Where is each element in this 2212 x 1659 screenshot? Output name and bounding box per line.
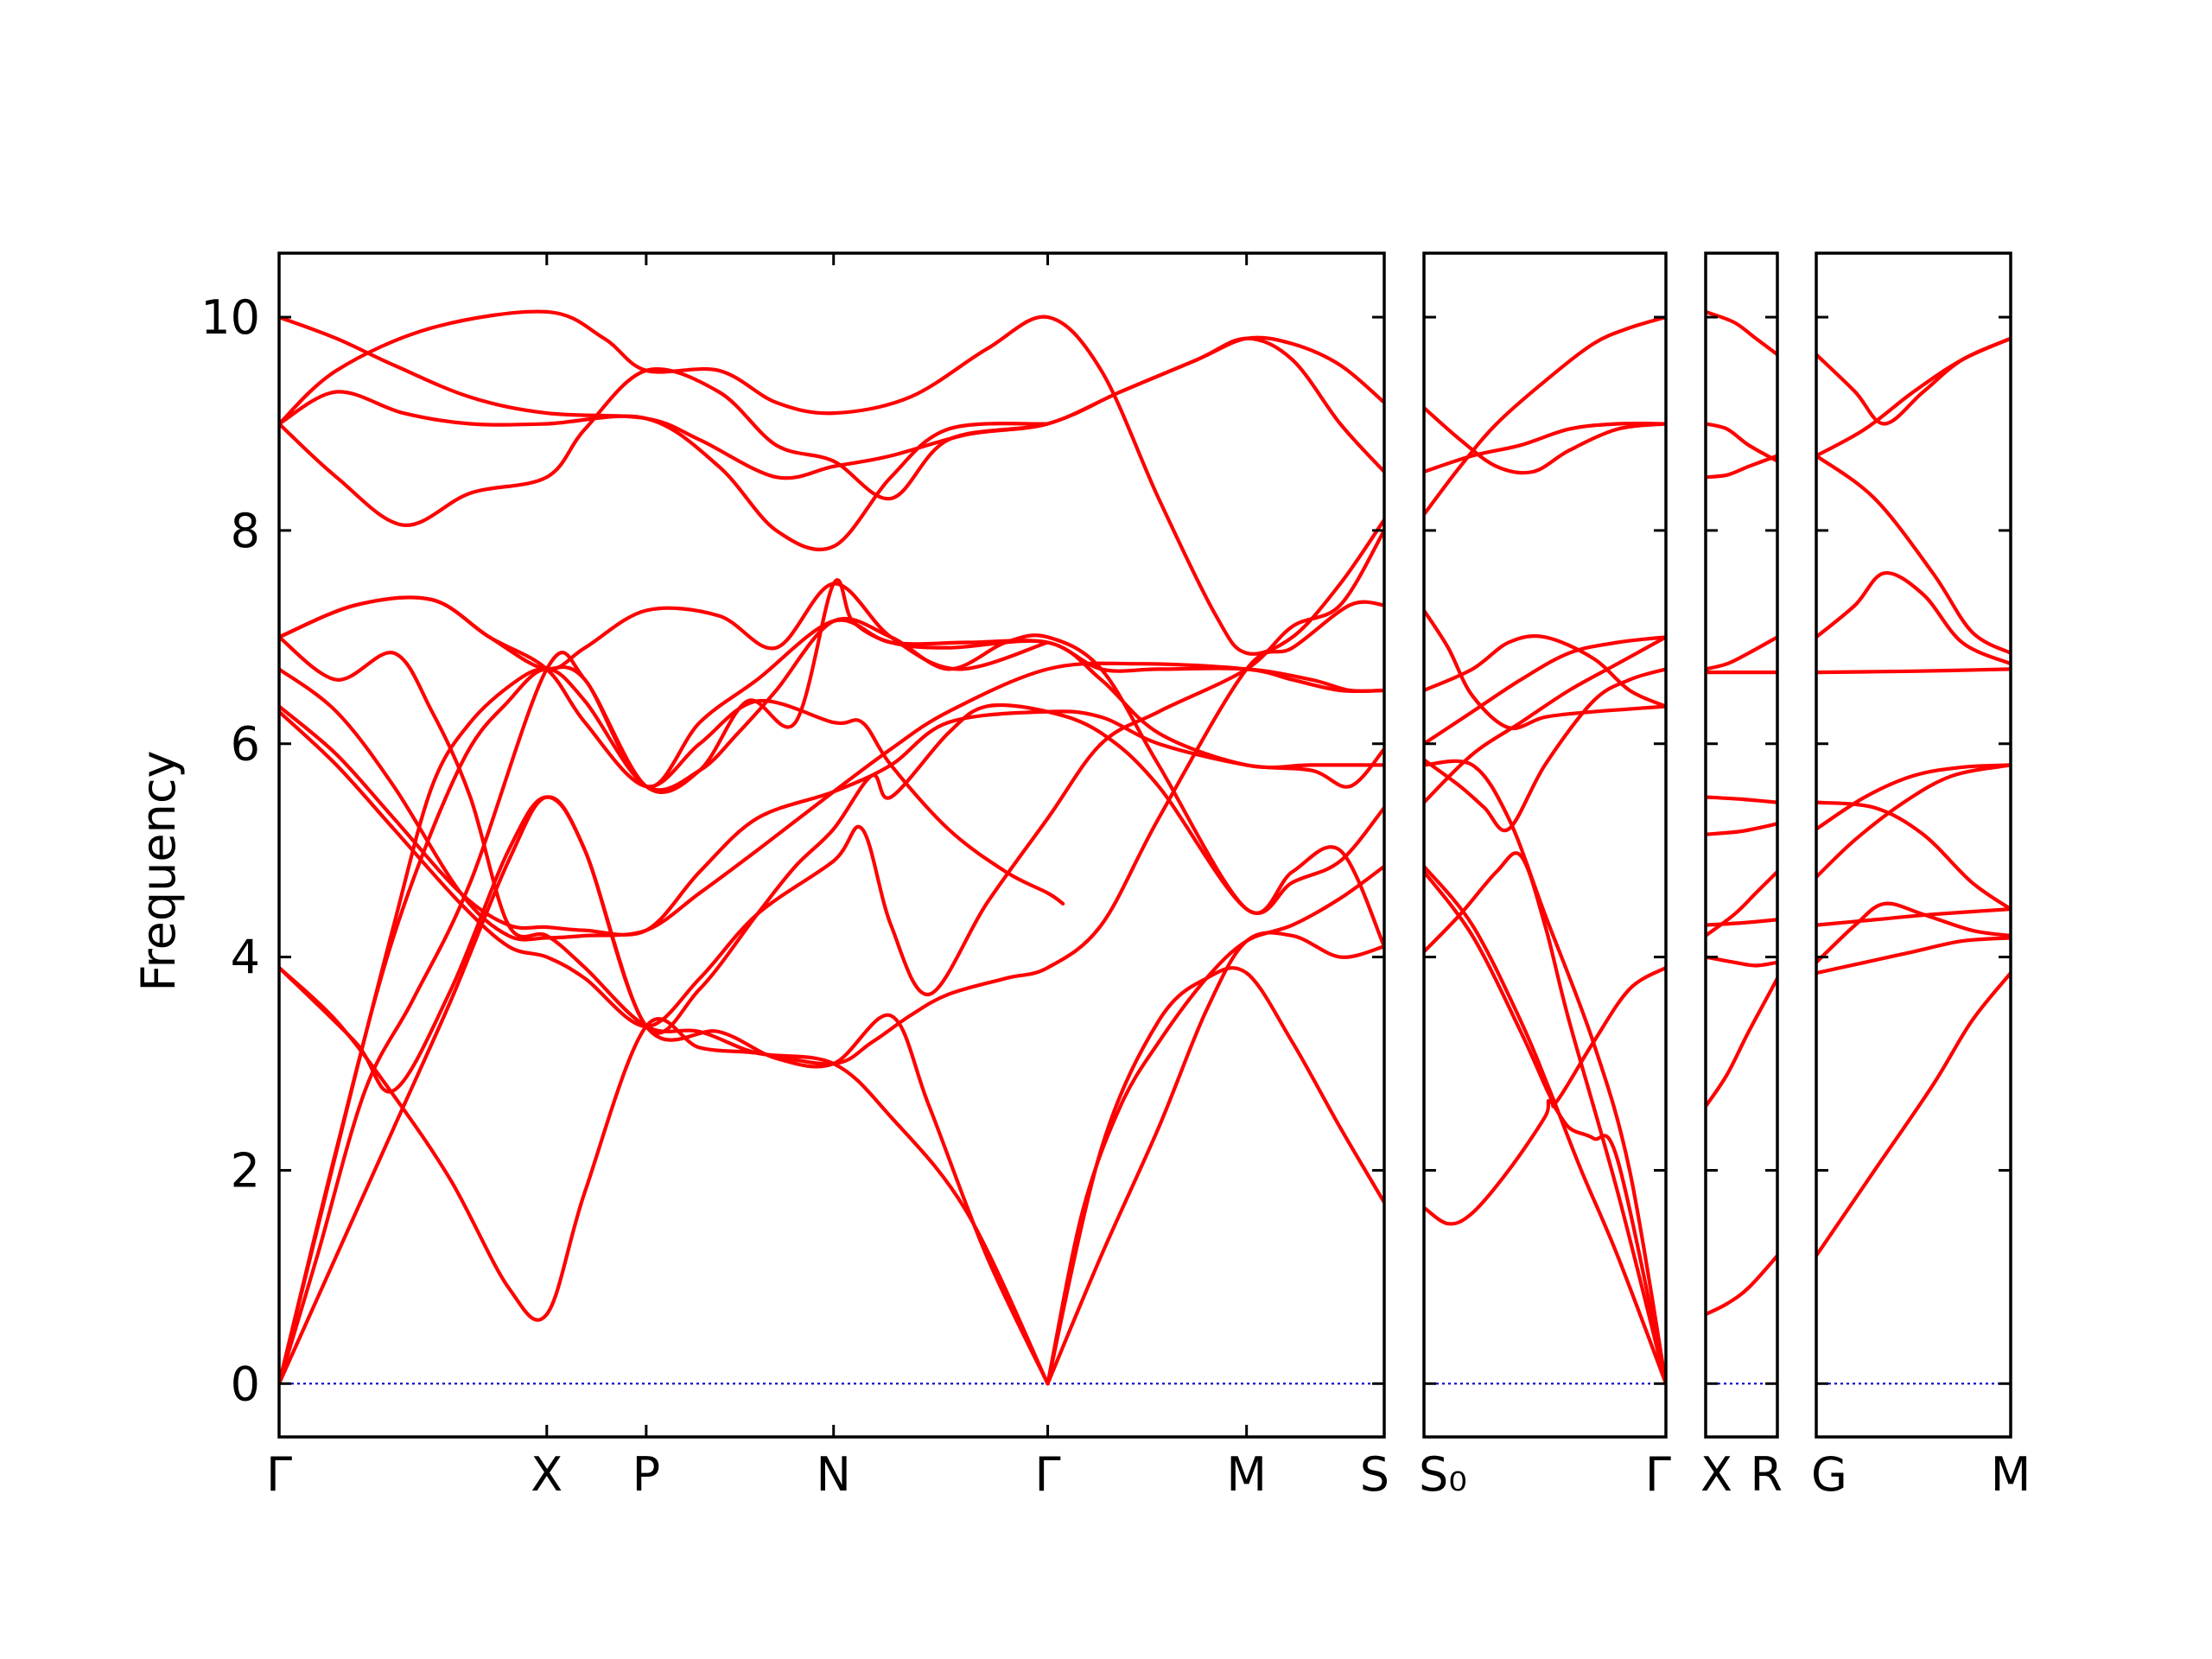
band-line xyxy=(1706,1254,1777,1317)
x-tick-label: S xyxy=(1360,1447,1389,1502)
band-line xyxy=(1046,931,1384,1386)
band-line xyxy=(1424,759,1666,1386)
x-tick-label: Γ xyxy=(1645,1447,1671,1502)
y-tick-label: 4 xyxy=(231,931,260,985)
band-line xyxy=(279,315,1384,480)
band-line xyxy=(1424,405,1666,475)
band-line xyxy=(1816,907,2011,927)
band-line xyxy=(1816,667,2011,675)
x-tick-label: G xyxy=(1811,1447,1847,1502)
band-line xyxy=(1424,608,1666,731)
band-line xyxy=(1816,800,2011,912)
x-tick-label: R xyxy=(1750,1447,1783,1502)
x-tick-label: S₀ xyxy=(1419,1447,1467,1502)
band-line xyxy=(1424,667,1666,833)
x-tick-label: X xyxy=(1700,1447,1732,1502)
band-line xyxy=(279,702,1384,1386)
band-line xyxy=(1816,763,2011,880)
bands xyxy=(1706,309,1777,1317)
y-tick-labels: 0 2 4 6 8 10 xyxy=(200,290,260,1411)
band-line xyxy=(1816,971,2011,1258)
y-tick-label: 8 xyxy=(231,504,260,558)
x-tick-label: Γ xyxy=(266,1447,292,1502)
band-line xyxy=(1706,918,1777,927)
band-line xyxy=(1706,309,1777,357)
band-line xyxy=(279,390,1050,552)
band-line xyxy=(1424,315,1666,517)
band-line xyxy=(1816,454,2011,655)
band-line xyxy=(1816,571,2011,666)
band-line xyxy=(1706,976,1777,1109)
x-tick-label: M xyxy=(1991,1447,2031,1502)
x-tick-label: M xyxy=(1226,1447,1267,1502)
y-tick-label: 10 xyxy=(200,290,260,345)
x-tick-label: P xyxy=(632,1447,661,1502)
band-line xyxy=(1706,635,1777,671)
band-line xyxy=(279,600,1384,1322)
band-line xyxy=(1424,635,1666,804)
panel-frame xyxy=(1815,251,2012,1439)
band-line xyxy=(279,309,1384,656)
band-line xyxy=(1816,936,2011,976)
band-line xyxy=(1424,851,1666,1386)
band-line xyxy=(1424,421,1666,474)
band-line xyxy=(279,336,1384,527)
panel-frame xyxy=(1422,251,1668,1439)
panel-frame xyxy=(277,251,1386,1439)
band-line xyxy=(1706,955,1777,968)
band-line xyxy=(1046,864,1384,1386)
band-line xyxy=(1816,763,2011,831)
x-tick-label: N xyxy=(817,1447,851,1502)
y-axis-label: Frequency xyxy=(131,751,186,992)
band-panels: Γ X P N Γ M S S₀ Γ X R G M xyxy=(266,251,2031,1502)
x-tick-label: X xyxy=(531,1447,563,1502)
band-line xyxy=(279,578,1384,1386)
band-line xyxy=(1816,336,2011,458)
panel-frame xyxy=(1704,251,1779,1439)
band-line xyxy=(1046,966,1384,1386)
y-tick-label: 6 xyxy=(231,717,260,772)
x-tick-label: Γ xyxy=(1034,1447,1060,1502)
band-line xyxy=(279,635,1050,1386)
band-line xyxy=(1424,633,1666,709)
band-line xyxy=(1706,869,1777,938)
band-line xyxy=(279,704,1384,938)
bands xyxy=(1424,315,1666,1386)
band-line xyxy=(1424,864,1666,1386)
band-line xyxy=(279,582,1050,671)
y-tick-label: 0 xyxy=(231,1357,260,1411)
band-line xyxy=(1706,422,1777,463)
band-line xyxy=(279,661,1384,942)
band-line xyxy=(1706,454,1777,480)
band-line xyxy=(279,618,1384,1386)
y-tick-label: 2 xyxy=(231,1143,260,1198)
band-line xyxy=(1424,635,1666,746)
band-line xyxy=(1706,822,1777,836)
band-line xyxy=(1424,1098,1666,1386)
panel-2: S₀ Γ xyxy=(1419,251,1671,1502)
band-line xyxy=(1424,869,1666,1109)
band-line xyxy=(1706,795,1777,804)
bands xyxy=(1816,336,2011,1258)
bands xyxy=(279,309,1384,1386)
band-line xyxy=(1816,901,2011,964)
band-line xyxy=(279,795,1050,1386)
band-line xyxy=(279,528,1384,1028)
